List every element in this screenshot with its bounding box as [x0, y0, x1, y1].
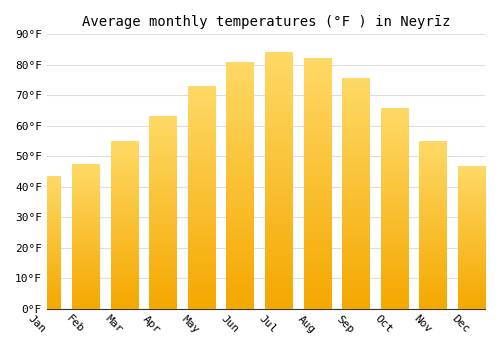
Bar: [304, 59, 330, 309]
Bar: [265, 52, 292, 309]
Bar: [72, 164, 99, 309]
Bar: [420, 141, 446, 309]
Bar: [188, 86, 215, 309]
Bar: [149, 117, 176, 309]
Bar: [226, 62, 254, 309]
Bar: [458, 167, 485, 309]
Bar: [381, 108, 408, 309]
Bar: [110, 141, 138, 309]
Bar: [342, 78, 369, 309]
Title: Average monthly temperatures (°F ) in Neyrīz: Average monthly temperatures (°F ) in Ne…: [82, 15, 450, 29]
Bar: [34, 176, 60, 309]
